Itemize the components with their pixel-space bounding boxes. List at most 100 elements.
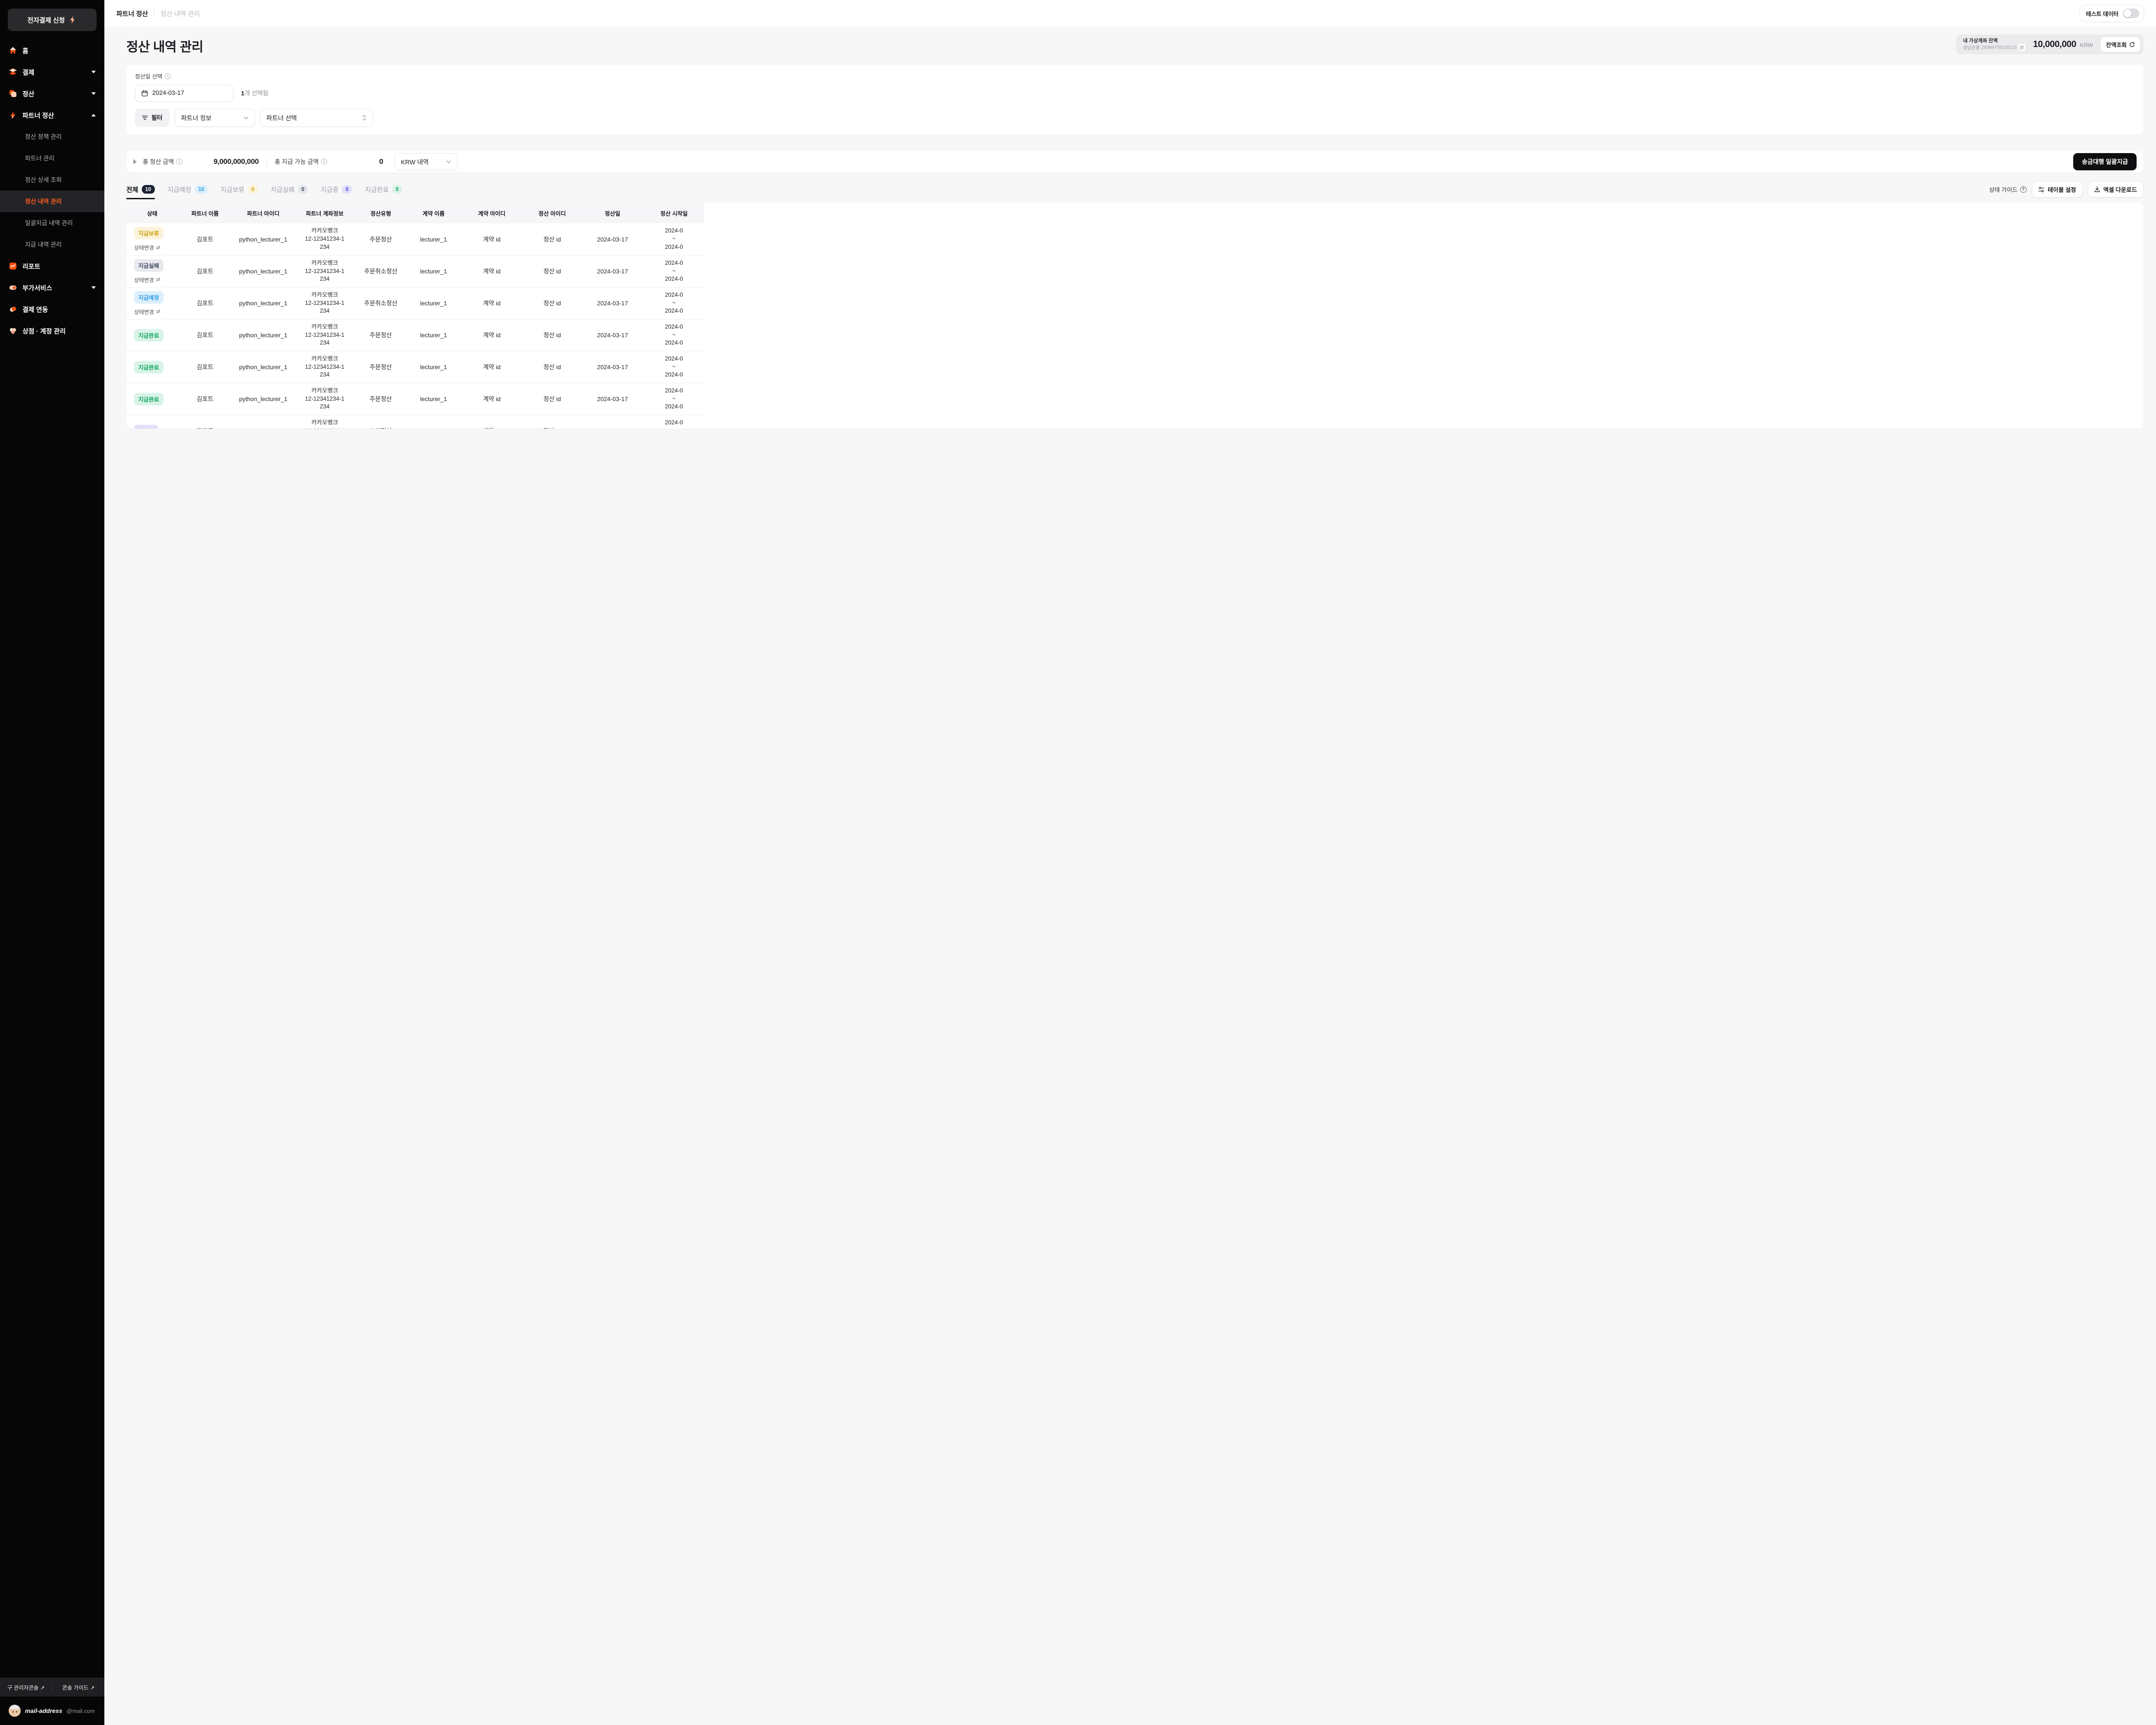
- table-row[interactable]: 지급완료 김포트 python_lecturer_1 카카오뱅크 12-12341…: [126, 383, 704, 415]
- settlement-table: 상태 파트너 이름 파트너 아이디 파트너 계좌정보 정산유형 계약 이름 계약…: [126, 203, 704, 429]
- sidebar-item-settlement-detail[interactable]: 정산 상세 조회: [25, 176, 62, 183]
- e-payment-apply-button[interactable]: 전자결제 신청: [8, 9, 97, 31]
- tab-hold[interactable]: 지급보류 0: [221, 179, 258, 199]
- sidebar-item-settlement-policy[interactable]: 정산 정책 관리: [25, 133, 62, 140]
- date-row: 2024-03-17 1개 선택됨: [135, 85, 2135, 102]
- tab-failed[interactable]: 지급실패 0: [271, 179, 308, 199]
- filter-button[interactable]: 필터: [135, 109, 169, 127]
- sidebar-item-store-account[interactable]: 상점 · 계정 관리: [0, 320, 104, 342]
- info-icon[interactable]: i: [321, 159, 327, 165]
- partner-info-dropdown[interactable]: 파트너 정보: [174, 109, 255, 127]
- settlement-date-input[interactable]: 2024-03-17: [135, 85, 233, 102]
- status-change-link[interactable]: 상태변경 ⇄: [134, 244, 161, 251]
- tab-count-badge: 0: [392, 185, 402, 194]
- sidebar-item-settlement[interactable]: 정산: [0, 83, 104, 104]
- partner-select-dropdown[interactable]: 파트너 선택: [260, 109, 373, 127]
- table-actions: 상태 가이드? 테이블 설정 엑셀 다운로드: [1989, 181, 2143, 198]
- tab-count-badge: 10: [141, 185, 155, 194]
- sidebar-item-payment[interactable]: 결제: [0, 61, 104, 83]
- test-data-pill: 테스트 데이터: [2079, 5, 2144, 22]
- status-badge: 지급완료: [134, 361, 163, 373]
- up-down-chevrons-icon: [362, 115, 366, 121]
- info-icon[interactable]: i: [165, 73, 171, 79]
- tab-all[interactable]: 전체 10: [126, 179, 155, 199]
- swap-icon: ⇄: [156, 308, 161, 314]
- table-row[interactable]: 지급완료 김포트 python_lecturer_1 카카오뱅크 12-12341…: [126, 319, 704, 351]
- footer-divider: [52, 1682, 53, 1692]
- col-partner-id: 파트너 아이디: [232, 203, 295, 223]
- sidebar-item-addon[interactable]: 부가서비스: [0, 277, 104, 298]
- period-cell: 2024-0~2024-0: [644, 319, 704, 351]
- balance-label: 내 가상계좌 잔액: [1963, 38, 1998, 44]
- sidebar-footer: 구 관리자콘솔 ↗ 콘솔 가이드 ↗: [0, 1678, 104, 1697]
- balance-refresh-button[interactable]: 잔액조회: [2101, 37, 2140, 52]
- sidebar-item-settlement-history[interactable]: 정산 내역 관리: [0, 191, 104, 212]
- chevron-down-icon: [91, 71, 96, 73]
- table-settings-button[interactable]: 테이블 설정: [2031, 181, 2083, 198]
- external-link-icon: ↗: [90, 1684, 95, 1691]
- sliders-icon: [2038, 186, 2044, 192]
- table-row[interactable]: 지급중 김포트 python_lecturer_1 카카오뱅크12-123412…: [126, 414, 704, 429]
- sidebar-item-partner-management[interactable]: 파트너 관리: [25, 155, 55, 162]
- user-email-name: mail-address: [25, 1707, 63, 1714]
- bulk-transfer-button[interactable]: 송금대행 일괄지급: [2073, 153, 2137, 170]
- balance-currency: KRW: [2080, 42, 2093, 48]
- col-settlement-type: 정산유형: [355, 203, 407, 223]
- sidebar-item-bulk-payout-history[interactable]: 일괄지급 내역 관리: [25, 220, 73, 226]
- status-badge: 지급예정: [134, 291, 163, 304]
- col-status: 상태: [126, 203, 178, 223]
- legacy-console-link[interactable]: 구 관리자콘솔 ↗: [7, 1684, 45, 1691]
- tab-completed[interactable]: 지급완료 0: [365, 179, 402, 199]
- user-account-row[interactable]: mail-address @mail.com: [0, 1697, 104, 1725]
- status-change-link[interactable]: 상태변경 ⇄: [134, 308, 161, 315]
- expand-caret-icon[interactable]: [133, 159, 137, 164]
- balance-amount: 10,000,000: [2033, 39, 2077, 49]
- bolt-icon: [10, 111, 16, 119]
- table-row[interactable]: 지급예정 상태변경 ⇄ 김포트 python_lecturer_1 카카오뱅크 12…: [126, 287, 704, 319]
- sidebar-item-home[interactable]: 홈: [0, 40, 104, 61]
- status-change-link[interactable]: 상태변경 ⇄: [134, 276, 161, 283]
- filter-row: 필터 파트너 정보 파트너 선택: [135, 109, 2135, 127]
- virtual-account-balance-card: 내 가상계좌 잔액 경남은행 28999770218123 10,000,000…: [1956, 34, 2143, 54]
- sidebar-item-payout-history[interactable]: 지급 내역 관리: [25, 241, 62, 248]
- col-settlement-start: 정산 시작일: [644, 203, 704, 223]
- layers-icon: [9, 68, 17, 75]
- breadcrumb-current: 정산 내역 관리: [160, 10, 200, 18]
- filter-card: 정산일 선택 i 2024-03-17 1개 선택됨 필터 파트너 정보: [126, 65, 2143, 135]
- status-guide-link[interactable]: 상태 가이드?: [1989, 185, 2027, 194]
- total-payable-label: 총 지급 가능 금액 i: [275, 157, 327, 166]
- currency-history-dropdown[interactable]: KRW 내역: [394, 153, 458, 170]
- calendar-icon: [141, 90, 148, 96]
- sidebar-item-report[interactable]: 리포트: [0, 255, 104, 277]
- breadcrumb-parent[interactable]: 파트너 정산: [116, 10, 148, 18]
- filter-icon: [142, 116, 148, 120]
- table-row[interactable]: 지급실패 상태변경 ⇄ 김포트 python_lecturer_1 카카오뱅크 12…: [126, 255, 704, 287]
- tab-count-badge: 10: [194, 185, 208, 194]
- copy-icon[interactable]: [2018, 44, 2025, 51]
- sidebar-item-integration[interactable]: 결제 연동: [0, 298, 104, 320]
- tabs-row: 전체 10 지급예정 10 지급보류 0 지급실패 0 지급중 0 지급완료 0: [126, 179, 2143, 199]
- test-data-toggle[interactable]: [2123, 9, 2139, 18]
- status-badge: 지급완료: [134, 392, 163, 405]
- total-settlement-label: 총 정산 금액 i: [143, 157, 183, 166]
- status-tabs: 전체 10 지급예정 10 지급보류 0 지급실패 0 지급중 0 지급완료 0: [126, 179, 402, 199]
- topbar: 파트너 정산 정산 내역 관리 테스트 데이터: [104, 0, 2156, 27]
- total-payable-value: 0: [379, 157, 383, 166]
- title-row: 정산 내역 관리 내 가상계좌 잔액 경남은행 28999770218123 1…: [126, 34, 2143, 55]
- toggle-icon: [9, 285, 16, 290]
- balance-amount-group: 10,000,000 KRW: [2033, 39, 2093, 50]
- table-row[interactable]: 지급보류 상태변경 ⇄ 김포트 python_lecturer_1 카카오뱅크 12…: [126, 223, 704, 255]
- tab-scheduled[interactable]: 지급예정 10: [168, 179, 208, 199]
- sidebar-item-partner-settlement[interactable]: 파트너 정산: [0, 104, 104, 126]
- tab-count-badge: 0: [298, 185, 308, 194]
- question-icon: ?: [2020, 186, 2027, 193]
- excel-download-button[interactable]: 엑셀 다운로드: [2087, 181, 2143, 198]
- table-row[interactable]: 지급완료 김포트 python_lecturer_1 카카오뱅크 12-12341…: [126, 351, 704, 383]
- console-guide-link[interactable]: 콘솔 가이드 ↗: [62, 1684, 95, 1691]
- swap-icon: ⇄: [156, 276, 161, 282]
- info-icon[interactable]: i: [176, 159, 183, 165]
- tab-inprogress[interactable]: 지급중 0: [321, 179, 352, 199]
- settlement-date-label: 정산일 선택 i: [135, 72, 2135, 80]
